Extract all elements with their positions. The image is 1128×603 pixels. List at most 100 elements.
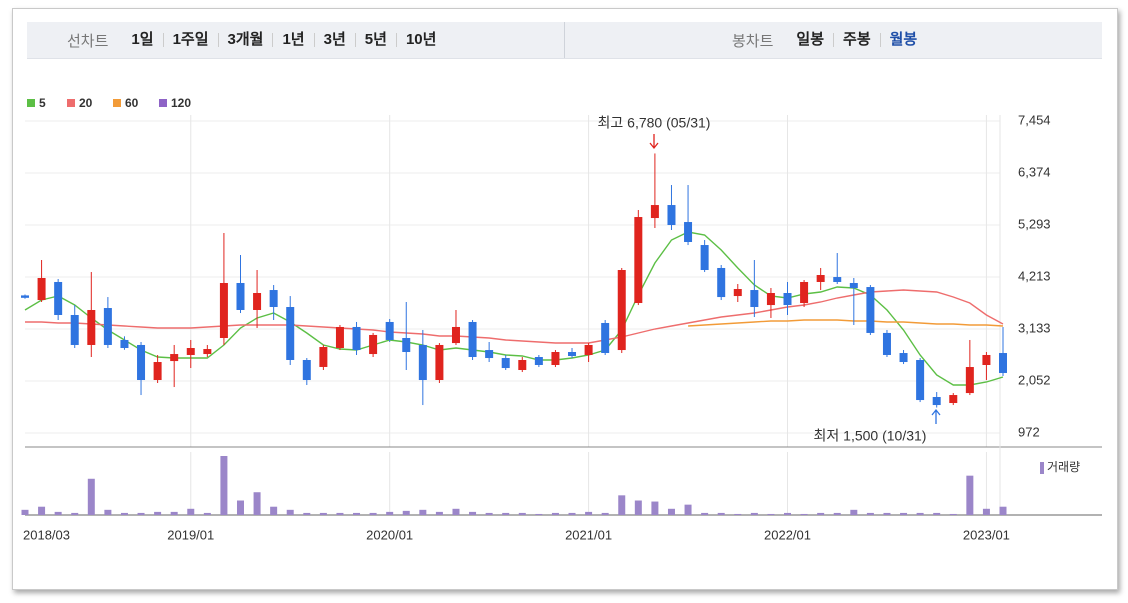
candle-body [949, 395, 958, 404]
toolbar-item[interactable]: 주봉 [833, 32, 880, 47]
legend-swatch [27, 99, 35, 107]
volume-bar [419, 509, 427, 515]
candle-body [882, 332, 891, 355]
candle-body [601, 322, 610, 354]
candle-body [916, 359, 925, 401]
toolbar-item[interactable]: 월봉 [879, 32, 927, 47]
candle-body [369, 334, 378, 355]
legend-label: 120 [171, 96, 191, 110]
volume-bar [386, 511, 394, 515]
toolbar-item[interactable]: 10년 [395, 32, 446, 47]
candle-body [650, 205, 659, 219]
candle-body [103, 308, 112, 345]
candle-body [153, 362, 162, 381]
volume-bar [535, 513, 543, 515]
volume-bar [286, 509, 294, 515]
candle-body [485, 350, 494, 359]
period-group: 봉차트 일봉 주봉 월봉 [732, 22, 926, 58]
volume-bar [800, 513, 808, 515]
volume-bar [336, 512, 344, 515]
candle-body [236, 282, 245, 310]
volume-bar [120, 512, 128, 515]
x-tick-label: 2022/01 [764, 527, 811, 542]
volume-bar [551, 512, 559, 515]
candle-body [186, 348, 195, 355]
toolbar: 선차트 1일 1주일 3개월 1년 3년 5년 10년 봉차트 일봉 주봉 월봉 [27, 22, 1102, 59]
volume-bar [469, 511, 477, 515]
annotation-arrow [649, 134, 659, 150]
candle-body [170, 354, 179, 362]
volume-bar [750, 512, 758, 515]
candle-body [965, 367, 974, 394]
y-tick-label: 972 [1018, 424, 1040, 439]
volume-bar [54, 511, 62, 515]
volume-bar [253, 492, 261, 515]
candle-body [286, 307, 295, 360]
candle-body [733, 289, 742, 297]
candle-body [667, 205, 676, 226]
candle-body [518, 359, 527, 371]
y-tick-label: 2,052 [1018, 372, 1051, 387]
ma-line [25, 289, 1004, 344]
candle-body [534, 357, 543, 365]
candle-body [352, 326, 361, 351]
candle-body [418, 344, 427, 381]
toolbar-item[interactable]: 일봉 [796, 31, 825, 48]
candle-body [54, 281, 63, 315]
volume-bar [104, 509, 112, 515]
candle-body [70, 314, 79, 345]
volume-bar [353, 512, 361, 515]
toolbar-item[interactable]: 1주일 [162, 32, 218, 47]
y-tick-label: 7,454 [1018, 112, 1051, 127]
candle-body [783, 293, 792, 306]
legend-label: 5 [39, 96, 46, 110]
volume-bar [982, 508, 990, 515]
toolbar-item[interactable]: 3년 [313, 32, 355, 47]
volume-bar [933, 512, 941, 515]
candle-body [551, 352, 560, 365]
period-list: 일봉 주봉 월봉 [787, 31, 927, 48]
volume-bar [187, 508, 195, 515]
volume-bar [502, 512, 510, 515]
volume-bar [717, 512, 725, 515]
volume-bar [203, 512, 211, 515]
volume-bar [170, 511, 178, 515]
volume-bar [270, 506, 278, 515]
candle-body [435, 344, 444, 381]
volume-bar [137, 512, 145, 515]
candle-body [899, 353, 908, 363]
volume-bar [667, 508, 675, 515]
candle-body [750, 290, 759, 308]
candle-body [302, 359, 311, 381]
volume-bar [452, 508, 460, 515]
volume-bar [71, 512, 79, 515]
legend-label: 20 [79, 96, 93, 110]
volume-bar [767, 513, 775, 515]
candle-body [982, 354, 991, 365]
volume-bar [87, 478, 95, 515]
volume-bar [701, 512, 709, 515]
candle-body [999, 353, 1007, 373]
candle-body [137, 344, 146, 381]
toolbar-item[interactable]: 1일 [131, 31, 154, 48]
toolbar-item[interactable]: 3개월 [217, 32, 273, 47]
y-tick-label: 6,374 [1018, 164, 1051, 179]
candle-body [700, 245, 709, 271]
volume-bar [784, 512, 792, 515]
volume-bar [634, 500, 642, 515]
candle-body [866, 287, 875, 333]
x-tick-label: 2021/01 [565, 527, 612, 542]
candle-body [219, 282, 228, 339]
toolbar-item[interactable]: 1년 [272, 32, 313, 47]
candle-body [766, 293, 775, 306]
toolbar-item[interactable]: 5년 [354, 32, 396, 47]
candle-body [21, 295, 29, 298]
volume-bar [966, 475, 974, 515]
candle-body [203, 349, 212, 355]
volume-label: 거래량 [1047, 460, 1080, 474]
volume-bar [618, 495, 626, 515]
volume-bar [21, 509, 29, 515]
legend-swatch [159, 99, 167, 107]
annotation-low: 최저 1,500 (10/31) [814, 428, 927, 444]
candle-body [568, 352, 577, 356]
